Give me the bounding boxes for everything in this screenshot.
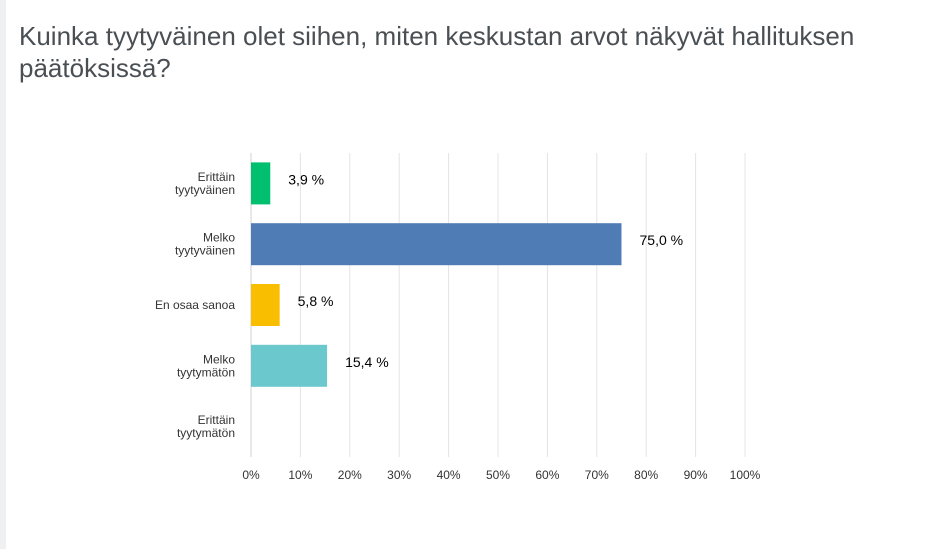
category-label: Erittäin [198,170,235,184]
x-tick-label: 100% [730,468,761,482]
category-label: Erittäin [198,413,235,427]
category-label: tyytymätön [177,365,235,379]
value-label: 5,8 % [298,293,334,309]
bar [251,344,328,387]
x-tick-label: 20% [338,468,362,482]
category-label: Melko [203,231,235,245]
category-label: Melko [203,352,235,366]
x-tick-label: 60% [535,468,559,482]
left-rail [0,0,6,549]
x-tick-label: 70% [585,468,609,482]
category-label: tyytyväinen [175,244,235,258]
x-tick-label: 40% [437,468,461,482]
bar [251,284,280,326]
value-label: 15,4 % [345,354,389,370]
x-tick-label: 0% [242,468,260,482]
bar [251,162,271,205]
bar [251,223,622,266]
value-label: 3,9 % [288,171,324,187]
x-tick-label: 90% [684,468,708,482]
category-label: tyytymätön [177,426,235,440]
category-label: tyytyväinen [175,183,235,197]
category-label: En osaa sanoa [155,298,235,312]
value-label: 75,0 % [640,232,684,248]
x-tick-label: 80% [634,468,658,482]
x-tick-label: 10% [288,468,312,482]
x-tick-label: 50% [486,468,510,482]
x-tick-label: 30% [387,468,411,482]
question-title: Kuinka tyytyväinen olet siihen, miten ke… [19,21,855,83]
